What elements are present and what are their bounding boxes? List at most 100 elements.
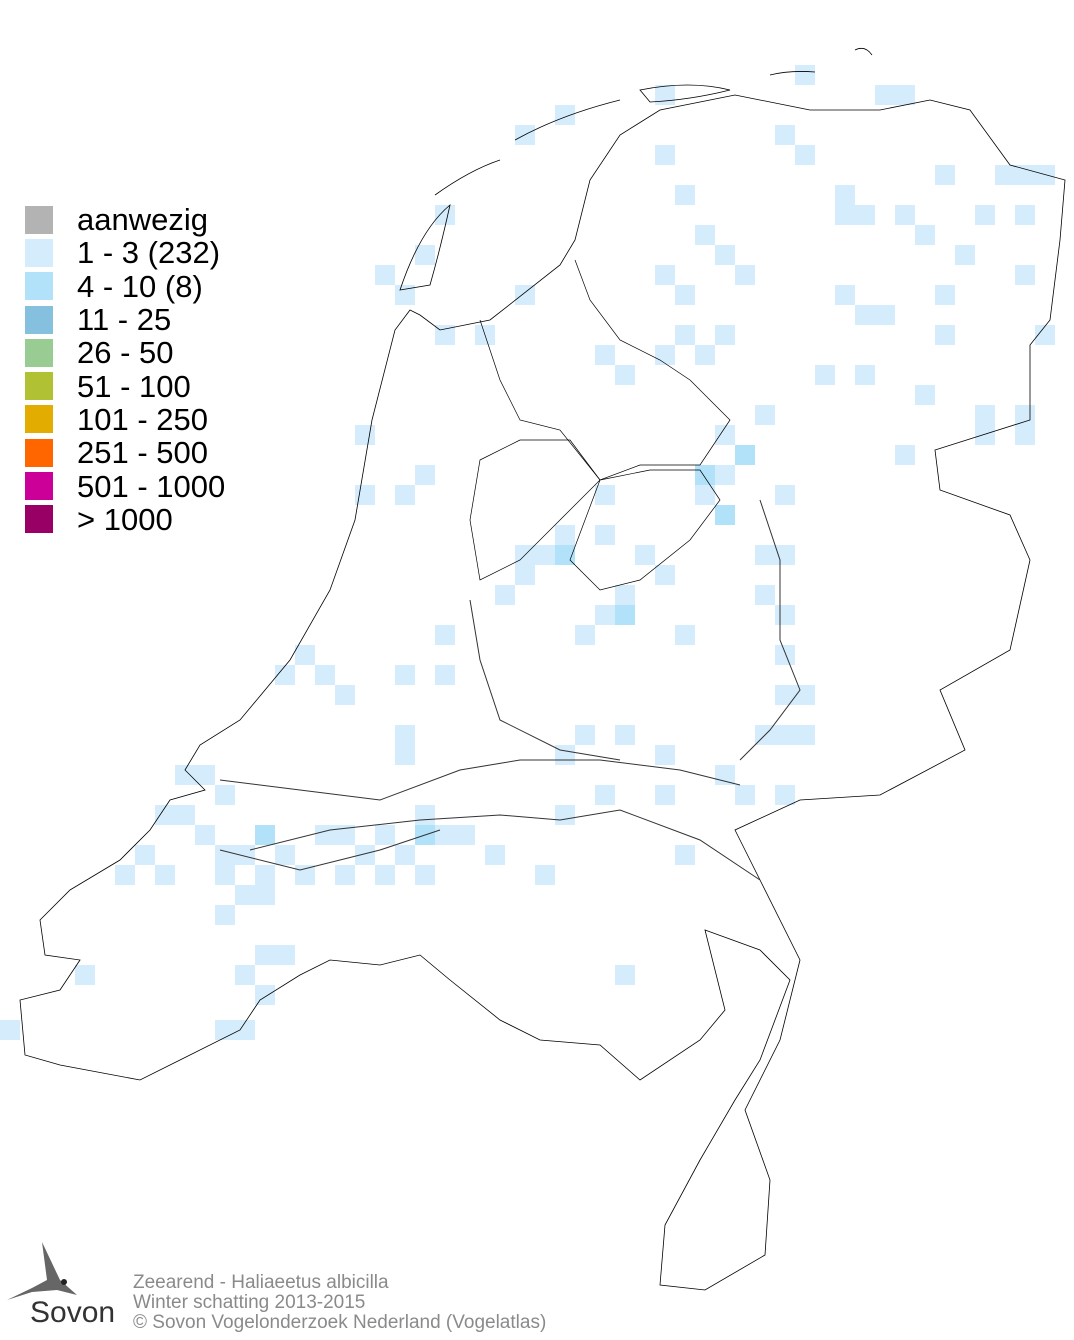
grid-cell [735,785,755,805]
grid-cell [975,205,995,225]
grid-cell [215,1020,235,1040]
grid-cell [135,845,155,865]
grid-cell [775,725,795,745]
grid-cell [375,825,395,845]
grid-cell [455,825,475,845]
grid-cell [975,405,995,425]
grid-cell [875,305,895,325]
wadden-islands [399,47,873,291]
grid-cell [795,65,815,85]
grid-cell [335,865,355,885]
copyright: © Sovon Vogelonderzoek Nederland (Vogela… [133,1312,547,1333]
legend-label: 4 - 10 (8) [77,268,203,304]
grid-cell [75,965,95,985]
grid-cell [555,525,575,545]
grid-cell [855,305,875,325]
grid-cell [495,585,515,605]
legend-label: 51 - 100 [77,368,191,404]
grid-cell [655,265,675,285]
grid-cell [595,485,615,505]
legend-swatch [25,438,53,467]
legend-item: > 1000 [25,503,225,536]
grid-cell [1015,205,1035,225]
legend-label: 101 - 250 [77,401,208,437]
grid-cell [615,725,635,745]
grid-cell [775,485,795,505]
grid-cell [675,325,695,345]
grid-cell [615,585,635,605]
grid-cell [935,285,955,305]
grid-cell [115,865,135,885]
grid-cell [335,685,355,705]
grid-cell [935,165,955,185]
grid-cell [315,825,335,845]
grid-cell [795,685,815,705]
grid-cell [1015,265,1035,285]
grid-cell [855,205,875,225]
legend-item: aanwezig [25,203,225,236]
flevoland-outline [469,439,721,591]
grid-cell [335,825,355,845]
ijsselmeer-outline [479,259,731,481]
swallow-icon [7,1242,77,1300]
grid-cell [595,345,615,365]
legend-label: 26 - 50 [77,335,174,371]
grid-cell [395,665,415,685]
grid-cell [735,445,755,465]
grid-cell [255,885,275,905]
grid-cell [655,565,675,585]
grid-cell [375,265,395,285]
grid-cell [875,85,895,105]
grid-cell [775,125,795,145]
grid-cell [655,785,675,805]
grid-cell [275,665,295,685]
grid-cell [1015,425,1035,445]
grid-cell [255,825,275,845]
grid-cell [995,165,1015,185]
grid-cell [595,525,615,545]
country-outline [19,94,1066,1291]
grid-cell [855,365,875,385]
legend-swatch [25,272,53,301]
legend-label: 251 - 500 [77,435,208,471]
grid-cell [655,745,675,765]
grid-cell [935,325,955,345]
grid-cell [555,745,575,765]
grid-cell [575,625,595,645]
legend-item: 251 - 500 [25,436,225,469]
grid-cell [655,345,675,365]
grid-cell [595,785,615,805]
grid-cell [275,845,295,865]
legend-swatch [25,305,53,334]
grid-cell [315,665,335,685]
legend-label: 501 - 1000 [77,468,226,504]
grid-cell [295,645,315,665]
grid-cell [295,865,315,885]
grid-cell [575,725,595,745]
species-name: Zeearend - Haliaeetus albicilla [133,1272,389,1293]
grid-cell [895,445,915,465]
grid-cell [0,1020,20,1040]
grid-cell [695,465,715,485]
grid-cell [595,605,615,625]
grid-cell [485,845,505,865]
grid-cell [515,285,535,305]
grid-cell [195,765,215,785]
legend-item: 1 - 3 (232) [25,236,225,269]
grid-cell [415,805,435,825]
grid-cell [235,885,255,905]
grid-cell [695,225,715,245]
grid-cell [1015,405,1035,425]
grid-cell [975,425,995,445]
grid-cell [355,845,375,865]
grid-cell [635,545,655,565]
grid-cell [515,565,535,585]
grid-cell [815,365,835,385]
grid-cell [715,765,735,785]
grid-cell [535,545,555,565]
grid-cell [1015,165,1035,185]
legend-label: 11 - 25 [77,302,172,338]
logo-text: Sovon [30,1296,116,1329]
legend-swatch [25,338,53,367]
grid-cell [215,785,235,805]
